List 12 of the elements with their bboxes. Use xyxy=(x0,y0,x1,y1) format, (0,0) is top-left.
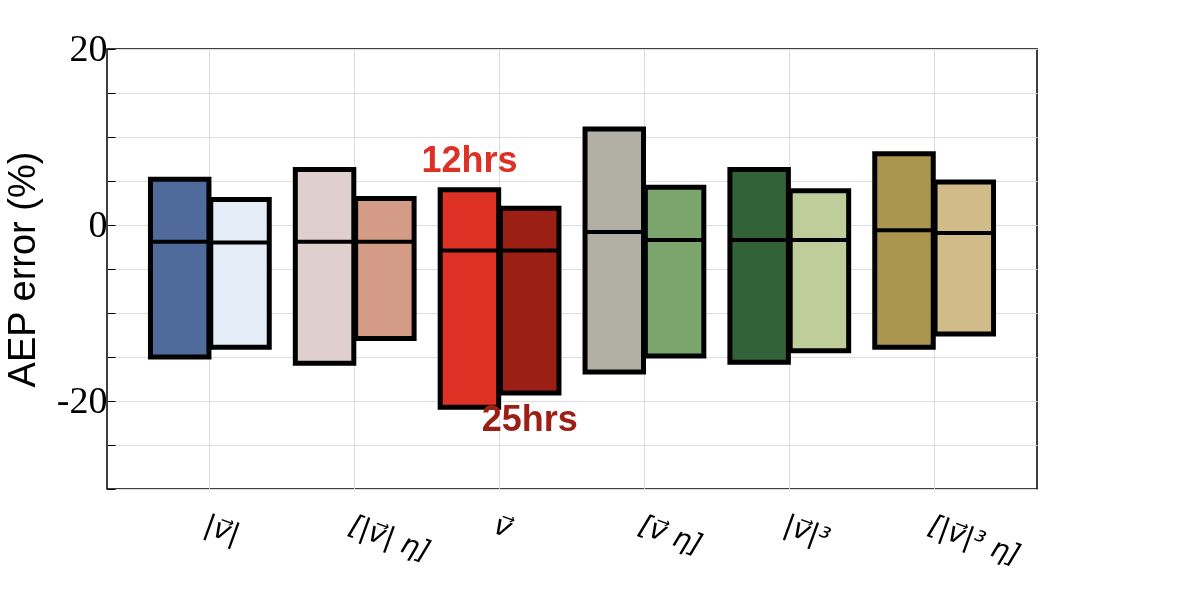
x-tick-label: |v⃗|³ xyxy=(779,507,835,555)
x-tick-label: |v⃗| xyxy=(199,507,245,551)
x-tick-label: [v⃗ η] xyxy=(634,507,707,562)
series-label: 12hrs xyxy=(421,138,518,180)
y-tick-label: -20 xyxy=(56,378,108,421)
y-tick-label: 20 xyxy=(69,26,108,69)
y-tick-label: 0 xyxy=(88,202,108,245)
x-tick-label: v⃗ xyxy=(489,507,518,545)
series-label: 25hrs xyxy=(481,398,578,440)
y-axis-title: AEP error (%) xyxy=(0,151,43,388)
x-tick-label: [|v⃗|³ η] xyxy=(924,507,1025,572)
x-tick-label: [|v⃗| η] xyxy=(344,507,435,568)
